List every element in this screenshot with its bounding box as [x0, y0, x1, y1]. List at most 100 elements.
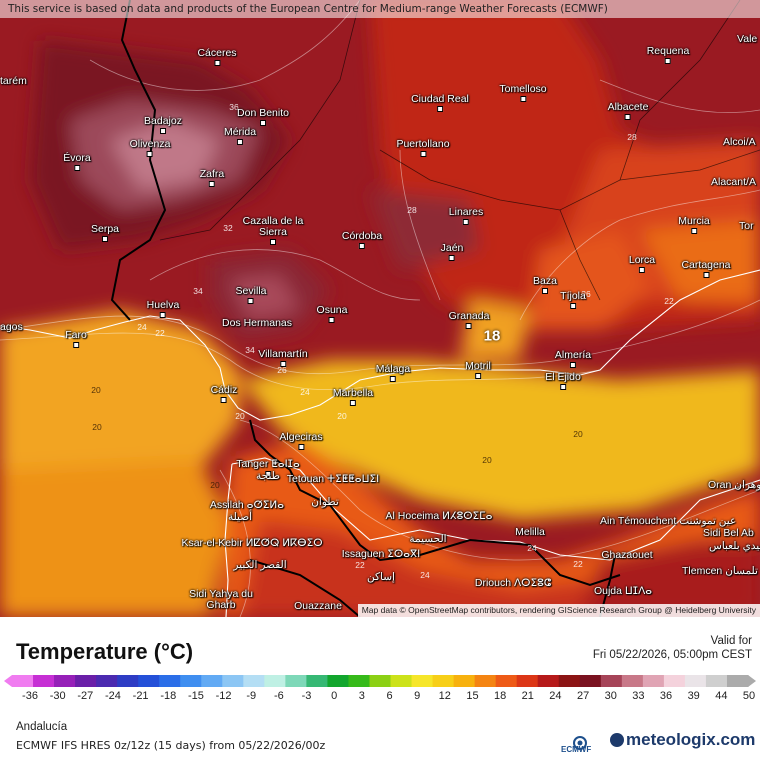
city-villamartin[interactable]: Villamartín	[258, 349, 308, 367]
city-faro[interactable]: Faro	[65, 330, 87, 348]
colorbar-tick-label: 30	[605, 690, 617, 702]
colorbar-swatch	[642, 675, 665, 687]
colorbar-tick-label: 9	[414, 690, 420, 702]
city-merida[interactable]: Mérida	[224, 127, 256, 145]
colorbar-swatch	[201, 675, 223, 687]
city-dos-hermanas[interactable]: Dos Hermanas	[221, 317, 293, 329]
city-albacete[interactable]: Albacete	[608, 102, 648, 120]
colorbar-swatch	[663, 675, 686, 687]
city-badajoz[interactable]: Badajoz	[144, 116, 182, 134]
city-al-hoceima-arabic: الحسيمة	[409, 533, 447, 545]
city-jaen[interactable]: Jaén	[441, 243, 463, 261]
city-malaga[interactable]: Málaga	[376, 364, 410, 382]
colorbar-swatch	[306, 675, 328, 687]
city-ksar-el-kebir[interactable]: Ksar-el-Kebir ⵍⵇⵚⵕ ⵍⴽⴱⵉⵔ	[181, 537, 323, 549]
city-zafra[interactable]: Zafra	[200, 169, 224, 187]
colorbar-tick-label: 18	[494, 690, 506, 702]
city-cartagena[interactable]: Cartagena	[681, 260, 731, 278]
colorbar-swatch	[516, 675, 539, 687]
city-ghazaouet[interactable]: Ghazaouet	[601, 549, 653, 561]
colorbar-swatch	[474, 675, 497, 687]
city-issaguen[interactable]: Issaguen ⵉⵙⴰⴳⵏ	[341, 548, 421, 560]
colorbar-swatch	[600, 675, 623, 687]
city-sidi-yahya[interactable]: Sidi Yahya du Gharb	[189, 588, 253, 611]
city-tetouan[interactable]: Tetouan ⵜⵉⵟⵟⴰⵡⵉⵏ	[286, 473, 380, 485]
city-tanger[interactable]: Tanger ⵟⴰⵏⵊⴰ	[236, 459, 300, 477]
isotherm-label: 20	[91, 385, 101, 395]
city-ksar-el-kebir-arabic: القصر الكبير	[233, 559, 287, 571]
colorbar-tick-label: 6	[386, 690, 392, 702]
city-lorca[interactable]: Lorca	[629, 255, 655, 273]
isotherm-label: 22	[664, 296, 674, 306]
city-requena[interactable]: Requena	[647, 46, 689, 64]
city-don-benito[interactable]: Don Benito	[237, 108, 289, 126]
colorbar-tick-label: 39	[688, 690, 700, 702]
city-ouazzane[interactable]: Ouazzane	[294, 600, 342, 612]
city-evora[interactable]: Évora	[63, 153, 91, 171]
city-melilla[interactable]: Melilla	[515, 526, 545, 538]
city-tlemcen[interactable]: Tlemcen تلمسان	[682, 565, 758, 577]
colorbar-tick-label: -6	[274, 690, 284, 702]
city-sidi-bel-abbes[interactable]: Sidi Bel Ab	[703, 527, 754, 539]
city-alicante[interactable]: Alacant/A	[711, 176, 756, 188]
colorbar-swatch	[726, 675, 749, 687]
city-cordoba[interactable]: Córdoba	[342, 231, 382, 249]
colorbar-swatch	[705, 675, 728, 687]
city-alcoi[interactable]: Alcoi/A	[723, 136, 756, 148]
city-santarem[interactable]: tarém	[0, 75, 27, 87]
colorbar-swatch	[117, 675, 139, 687]
city-driouch[interactable]: Driouch ⴷⵔⵉⵓⵛ	[474, 577, 552, 589]
city-cazalla[interactable]: Cazalla de la Sierra	[233, 216, 313, 245]
city-algeciras[interactable]: Algeciras	[279, 432, 323, 450]
city-el-ejido[interactable]: El Ejido	[545, 372, 581, 390]
city-puertollano[interactable]: Puertollano	[396, 139, 450, 157]
city-granada[interactable]: Granada	[449, 311, 489, 329]
colorbar-tick-label: 15	[466, 690, 478, 702]
city-al-hoceima[interactable]: Al Hoceima ⵍⵃⵓⵙⵉⵎⴰ	[385, 510, 493, 522]
colorbar-tick-label: 50	[743, 690, 755, 702]
colorbar-tick-label: 27	[577, 690, 589, 702]
colorbar-tick-label: -3	[302, 690, 312, 702]
city-ain-temouchent[interactable]: Ain Témouchent عين تموشنت	[600, 515, 737, 527]
colorbar-swatch	[327, 675, 349, 687]
colorbar-swatch	[222, 675, 244, 687]
city-huelva[interactable]: Huelva	[147, 300, 179, 318]
colorbar-tick-label: 12	[439, 690, 451, 702]
city-sevilla[interactable]: Sevilla	[236, 286, 266, 304]
colorbar-swatch	[285, 675, 307, 687]
city-marbella[interactable]: Marbella	[333, 388, 373, 406]
colorbar-swatch	[390, 675, 413, 687]
colorbar-swatch	[537, 675, 560, 687]
city-murcia[interactable]: Murcia	[678, 216, 710, 234]
isotherm-label: 20	[92, 422, 102, 432]
isotherm-label: 26	[581, 289, 591, 299]
heat-field	[0, 0, 760, 617]
city-serpa[interactable]: Serpa	[91, 224, 119, 242]
city-tijola[interactable]: Tíjola	[560, 291, 586, 309]
colorbar-tick-label: -15	[188, 690, 204, 702]
meteologix-logo[interactable]: meteologix.com	[610, 729, 755, 751]
map-panel[interactable]: This service is based on data and produc…	[0, 0, 760, 617]
isotherm-label: 22	[573, 559, 583, 569]
ecmwf-logo[interactable]	[560, 729, 600, 757]
temperature-map[interactable]	[0, 0, 760, 617]
city-oujda[interactable]: Oujda ⵡⵊⴷⴰ	[593, 585, 653, 597]
city-cadiz[interactable]: Cádiz	[211, 385, 237, 403]
city-baza[interactable]: Baza	[533, 276, 557, 294]
city-olivenza[interactable]: Olivenza	[130, 139, 170, 157]
city-linares[interactable]: Linares	[449, 207, 483, 225]
meteologix-icon	[610, 733, 624, 747]
city-osuna[interactable]: Osuna	[317, 305, 347, 323]
city-almeria[interactable]: Almería	[555, 350, 591, 368]
city-caceres[interactable]: Cáceres	[197, 48, 237, 66]
city-oran[interactable]: Oran وهران	[708, 479, 760, 491]
city-valencia[interactable]: Vale	[737, 33, 758, 45]
city-assilah[interactable]: Assilah ⴰⵚⵉⵍⴰ	[209, 499, 285, 511]
city-ciudad-real[interactable]: Ciudad Real	[411, 94, 469, 112]
city-lagos[interactable]: agos	[0, 321, 23, 333]
isotherm-label: 24	[300, 387, 310, 397]
meteologix-text: meteologix.com	[626, 730, 756, 749]
city-torrevieja[interactable]: Tor	[739, 220, 754, 232]
city-tomelloso[interactable]: Tomelloso	[499, 84, 547, 102]
city-motril[interactable]: Motril	[465, 361, 491, 379]
